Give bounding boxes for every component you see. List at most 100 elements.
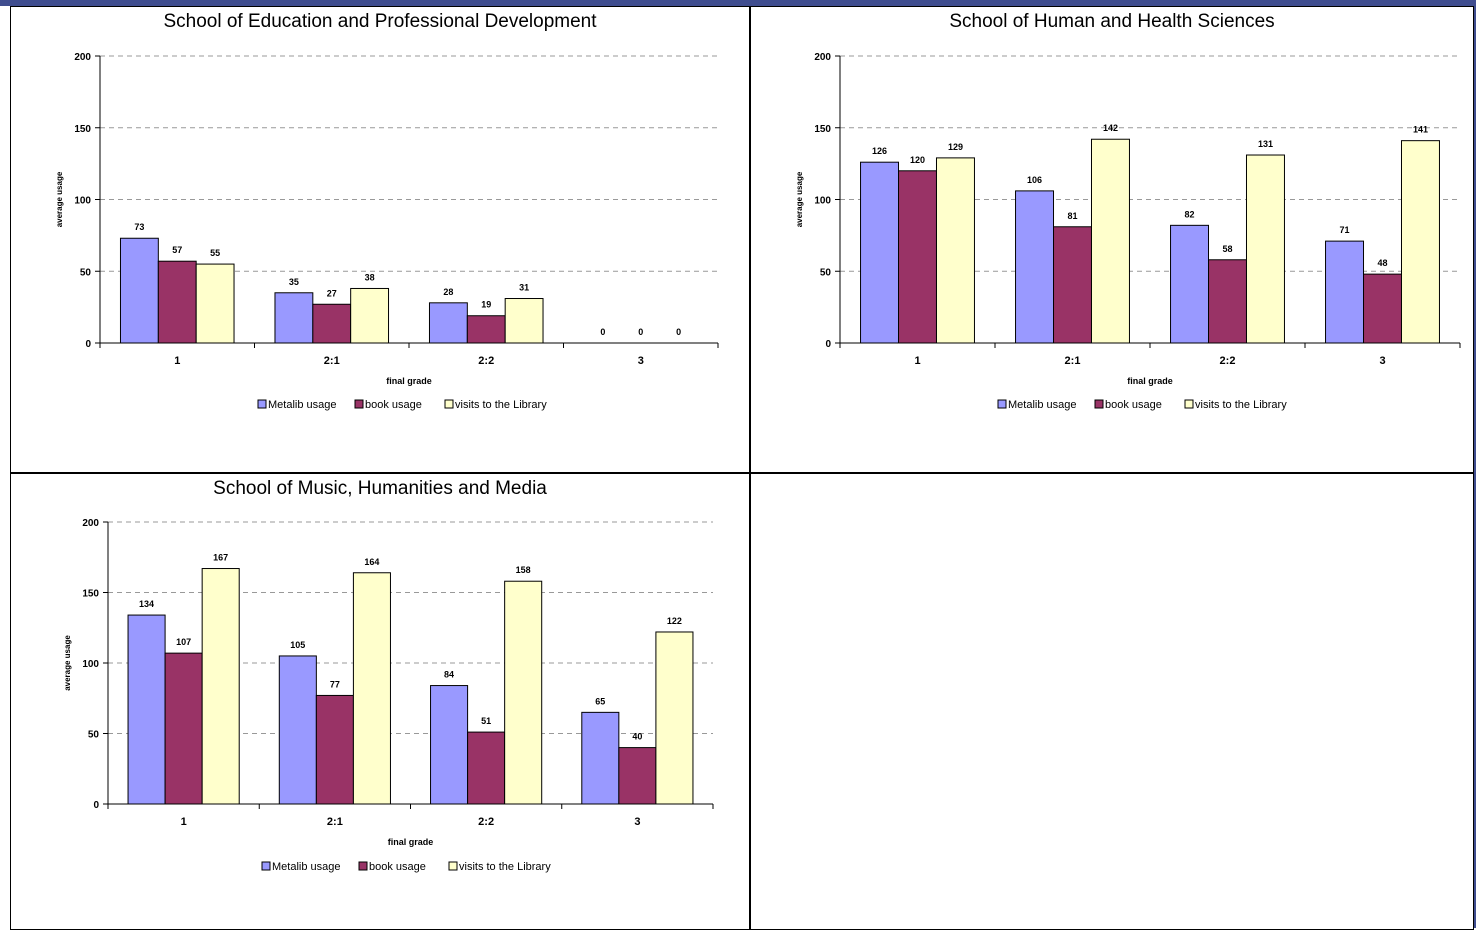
data-label: 28 [443,287,453,297]
chart-panel-education: School of Education and Professional Dev… [10,6,750,472]
bar [428,302,468,344]
bar [350,287,390,344]
bar [1090,138,1130,344]
bar [860,161,900,344]
chart-panel-music-humanities: School of Music, Humanities and Media 0 50… [10,474,750,928]
bar [898,170,937,344]
legend-label: Metalib usage [1008,399,1077,411]
bar [315,694,354,805]
x-axis-label: final grade [1127,376,1173,386]
data-label: 107 [176,637,191,647]
data-label: 27 [327,288,337,298]
bar [1400,140,1440,344]
data-label: 71 [1340,225,1350,235]
legend-label: Metalib usage [272,861,341,873]
legend-label: book usage [365,399,422,411]
bar [119,237,159,344]
y-tick-label: 50 [80,267,92,278]
chart-title: School of Education and Professional Dev… [163,11,597,32]
data-label: 158 [516,565,531,575]
data-label: 48 [1377,258,1387,268]
data-label: 0 [638,327,643,337]
data-label: 51 [481,716,491,726]
bar [1053,226,1092,344]
legend-swatch [1094,399,1104,409]
legend-swatch [997,399,1007,409]
x-tick-label: 2:1 [327,816,343,828]
chart-svg-human-health: School of Human and Health Sciences 0 50 10… [795,11,1461,411]
data-label: 167 [213,553,228,563]
bar [655,631,694,805]
y-axis-label: average usage [63,635,72,691]
x-tick-label: 1 [174,355,180,367]
x-tick-label: 3 [1379,355,1385,367]
y-tick-label: 200 [74,52,91,63]
data-label: 77 [330,679,340,689]
data-label: 81 [1067,211,1077,221]
legend-swatch [261,861,271,871]
bar [935,157,975,344]
data-label: 141 [1413,125,1428,135]
legend-label: Metalib usage [268,399,337,411]
data-label: 82 [1185,209,1195,219]
chart-panel-human-health: School of Human and Health Sciences 0 50 10… [752,6,1472,472]
chart-title: School of Music, Humanities and Media [213,478,547,499]
x-tick-label: 2:2 [478,816,494,828]
legend-label: book usage [369,861,426,873]
legend-swatch [444,399,454,409]
bar [467,731,506,805]
data-label: 35 [289,277,299,287]
bar [1325,240,1365,344]
legend-label: visits to the Library [1195,399,1287,411]
x-tick-label: 3 [638,355,644,367]
chart-svg-education: School of Education and Professional Dev… [55,11,719,411]
y-tick-label: 150 [82,589,99,600]
chart-title: School of Human and Health Sciences [949,11,1274,32]
y-tick-label: 0 [825,339,831,350]
y-tick-label: 150 [814,124,831,135]
right-border [1473,0,1476,928]
y-tick-label: 100 [82,659,99,670]
bar [618,747,657,805]
legend-swatch [358,861,368,871]
legend-swatch [448,861,458,871]
data-label: 40 [632,732,642,742]
bar [164,652,203,805]
bar [1170,224,1210,344]
legend-label: visits to the Library [455,399,547,411]
bar [195,263,235,344]
y-tick-label: 0 [93,800,99,811]
bar [312,303,352,344]
grid-divider-vertical [749,6,751,930]
y-tick-label: 200 [814,52,831,63]
data-label: 120 [910,155,925,165]
data-label: 65 [595,696,605,706]
y-tick-label: 0 [85,339,91,350]
x-tick-label: 2:1 [1065,355,1081,367]
data-label: 19 [481,300,491,310]
top-border [0,0,1476,6]
data-label: 38 [365,272,375,282]
x-tick-label: 1 [181,816,187,828]
bar [581,711,620,805]
x-axis-label: final grade [386,376,432,386]
bar [504,298,544,344]
data-label: 164 [364,557,379,567]
y-axis-label: average usage [795,171,804,227]
legend-label: visits to the Library [459,861,551,873]
y-tick-label: 50 [88,730,100,741]
legend-label: book usage [1105,399,1162,411]
data-label: 0 [600,327,605,337]
grid-divider-horizontal [10,472,1474,474]
data-label: 129 [948,142,963,152]
y-tick-label: 150 [74,124,91,135]
bar [504,580,543,805]
data-label: 0 [676,327,681,337]
legend-swatch [1184,399,1194,409]
y-tick-label: 100 [74,196,91,207]
x-tick-label: 2:2 [478,355,494,367]
data-label: 122 [667,616,682,626]
data-label: 73 [134,222,144,232]
legend-swatch [257,399,267,409]
y-axis-label: average usage [55,171,64,227]
